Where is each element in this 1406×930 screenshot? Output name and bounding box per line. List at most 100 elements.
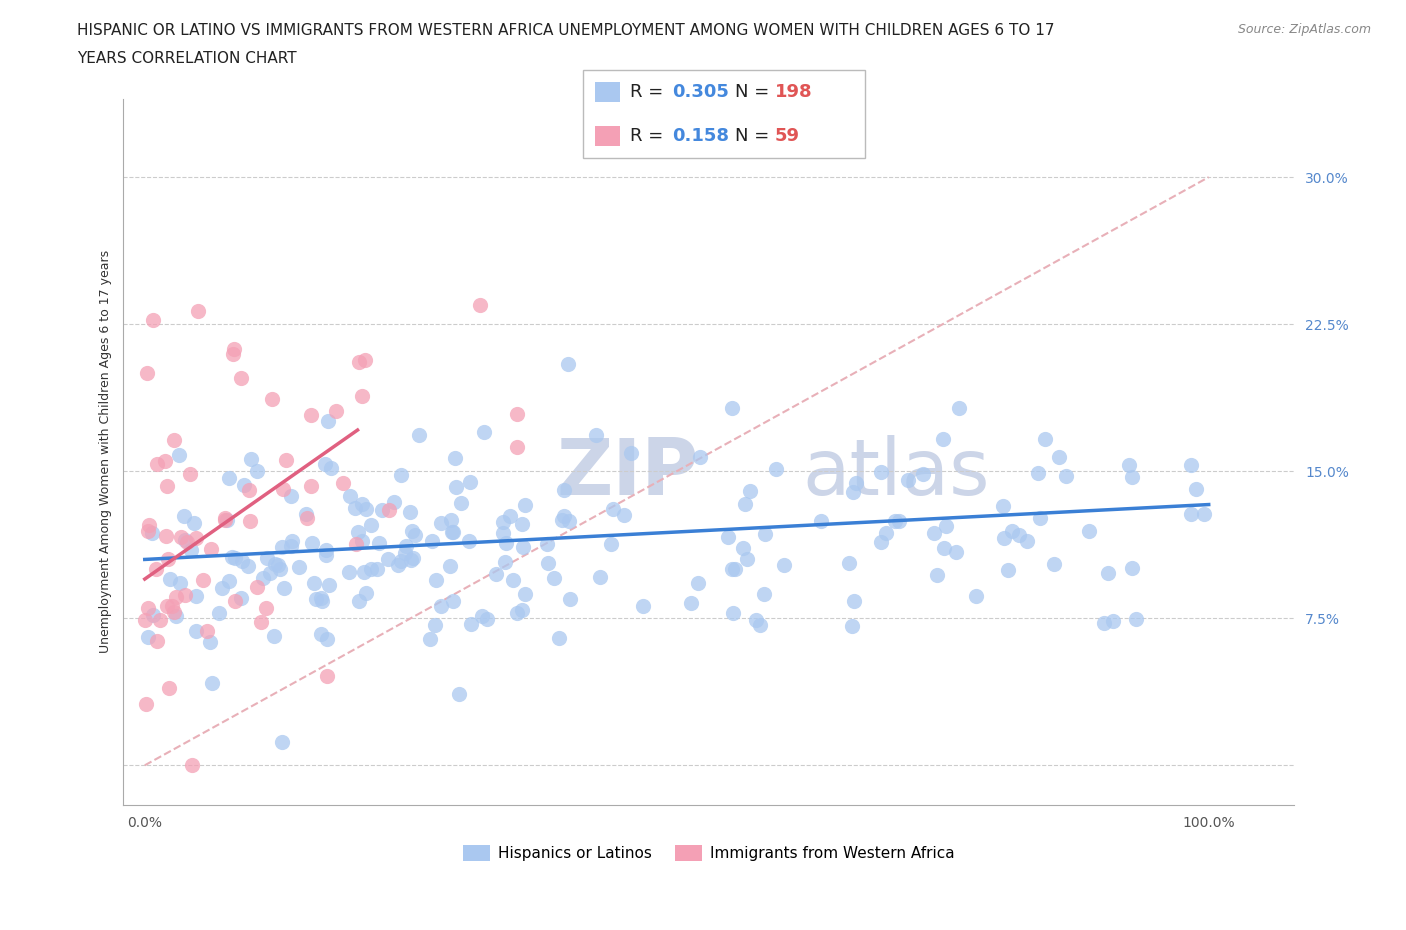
Point <box>471 608 494 623</box>
Point <box>765 461 787 476</box>
Point <box>271 735 294 750</box>
Point <box>176 535 198 550</box>
Point <box>378 503 401 518</box>
Point <box>731 540 754 555</box>
Point <box>145 457 167 472</box>
Point <box>423 618 446 632</box>
Point <box>321 460 343 475</box>
Point <box>142 312 165 327</box>
Point <box>993 531 1015 546</box>
Point <box>1121 560 1143 575</box>
Point <box>1092 616 1115 631</box>
Text: N =: N = <box>735 83 769 100</box>
Point <box>506 605 529 620</box>
Point <box>180 543 202 558</box>
Point <box>723 605 745 620</box>
Point <box>153 453 176 468</box>
Point <box>266 557 288 572</box>
Point <box>485 566 508 581</box>
Point <box>494 554 516 569</box>
Point <box>169 576 191 591</box>
Point <box>447 686 470 701</box>
Point <box>254 601 277 616</box>
Point <box>1118 458 1140 472</box>
Point <box>600 537 623 551</box>
Point <box>1180 457 1202 472</box>
Point <box>419 631 441 646</box>
Point <box>354 585 377 600</box>
Y-axis label: Unemployment Among Women with Children Ages 6 to 17 years: Unemployment Among Women with Children A… <box>100 250 112 653</box>
Point <box>167 447 190 462</box>
Point <box>744 613 766 628</box>
Point <box>1078 524 1101 538</box>
Point <box>679 595 702 610</box>
Point <box>162 604 184 619</box>
Text: R =: R = <box>630 127 664 145</box>
Point <box>231 591 253 605</box>
Point <box>551 512 574 527</box>
Point <box>735 551 758 566</box>
Point <box>314 456 336 471</box>
Point <box>470 298 492 312</box>
Point <box>214 512 236 527</box>
Text: YEARS CORRELATION CHART: YEARS CORRELATION CHART <box>77 51 297 66</box>
Point <box>370 503 392 518</box>
Point <box>221 550 243 565</box>
Point <box>252 571 274 586</box>
Point <box>231 553 253 568</box>
Point <box>502 572 524 587</box>
Point <box>869 535 891 550</box>
Point <box>198 635 221 650</box>
Point <box>179 467 201 482</box>
Point <box>841 618 863 633</box>
Point <box>301 479 323 494</box>
Point <box>458 534 481 549</box>
Point <box>276 453 298 468</box>
Text: 198: 198 <box>775 83 813 100</box>
Text: 59: 59 <box>775 127 800 145</box>
Point <box>218 574 240 589</box>
Point <box>162 598 184 613</box>
Point <box>553 482 575 497</box>
Point <box>460 617 482 631</box>
Point <box>141 526 163 541</box>
Point <box>557 356 579 371</box>
Point <box>318 578 340 592</box>
Text: ZIP: ZIP <box>557 435 699 511</box>
Point <box>315 548 337 563</box>
Point <box>360 517 382 532</box>
Point <box>887 514 910 529</box>
Point <box>1047 450 1070 465</box>
Point <box>420 533 443 548</box>
Point <box>311 591 333 605</box>
Point <box>233 478 256 493</box>
Text: atlas: atlas <box>803 435 990 511</box>
Point <box>547 631 569 645</box>
Point <box>441 593 464 608</box>
Point <box>200 542 222 557</box>
Point <box>510 516 533 531</box>
Point <box>280 539 302 554</box>
Point <box>135 697 157 711</box>
Point <box>184 530 207 545</box>
Point <box>558 591 581 606</box>
Point <box>927 568 949 583</box>
Point <box>387 558 409 573</box>
Point <box>686 575 709 590</box>
Point <box>382 495 405 510</box>
Point <box>299 407 322 422</box>
Point <box>1015 534 1038 549</box>
Point <box>353 352 375 367</box>
Text: HISPANIC OR LATINO VS IMMIGRANTS FROM WESTERN AFRICA UNEMPLOYMENT AMONG WOMEN WI: HISPANIC OR LATINO VS IMMIGRANTS FROM WE… <box>77 23 1054 38</box>
Point <box>316 413 339 428</box>
Text: Source: ZipAtlas.com: Source: ZipAtlas.com <box>1237 23 1371 36</box>
Point <box>332 475 354 490</box>
Point <box>238 483 260 498</box>
Point <box>259 565 281 580</box>
Text: R =: R = <box>630 83 664 100</box>
Point <box>450 496 472 511</box>
Point <box>260 392 283 406</box>
Point <box>948 400 970 415</box>
Point <box>1101 614 1123 629</box>
Point <box>217 512 239 527</box>
